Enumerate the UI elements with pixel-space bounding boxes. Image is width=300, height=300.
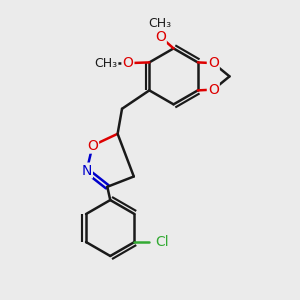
- Text: O: O: [155, 30, 166, 44]
- Text: O: O: [87, 139, 98, 153]
- Text: CH₃: CH₃: [149, 17, 172, 30]
- Text: N: N: [82, 164, 92, 178]
- Text: O: O: [208, 56, 219, 70]
- Text: Cl: Cl: [155, 235, 169, 249]
- Text: CH₃: CH₃: [94, 57, 117, 70]
- Text: O: O: [208, 82, 219, 97]
- Text: O: O: [122, 56, 134, 70]
